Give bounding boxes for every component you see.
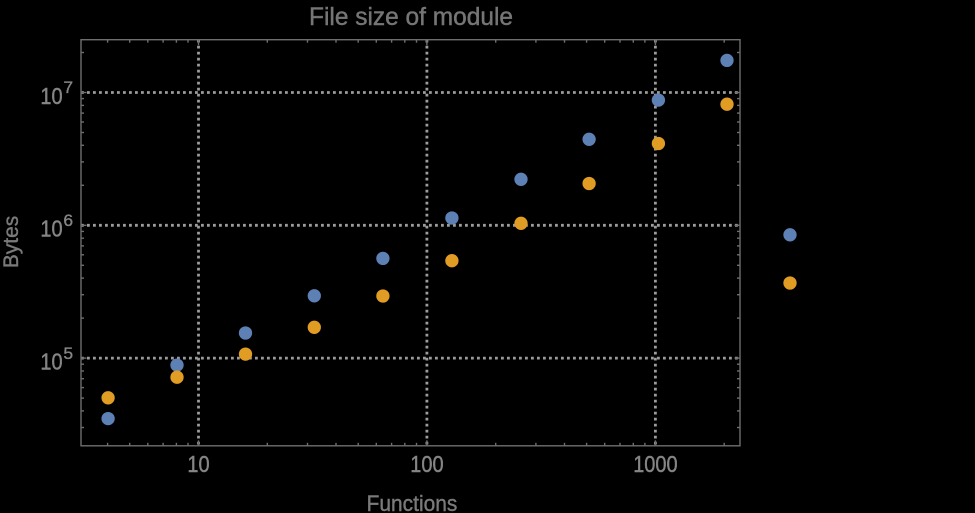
svg-text:10: 10: [40, 349, 62, 375]
svg-text:10: 10: [40, 216, 62, 242]
svg-text:File size of module: File size of module: [309, 3, 513, 31]
svg-text:Functions: Functions: [367, 491, 458, 513]
svg-text:Bytes: Bytes: [0, 216, 23, 268]
svg-text:10: 10: [187, 451, 209, 477]
svg-text:5: 5: [63, 345, 73, 363]
svg-text:10: 10: [40, 83, 62, 109]
svg-text:1000: 1000: [633, 451, 677, 477]
svg-text:7: 7: [63, 79, 73, 97]
svg-text:6: 6: [63, 212, 73, 230]
svg-text:100: 100: [410, 451, 443, 477]
